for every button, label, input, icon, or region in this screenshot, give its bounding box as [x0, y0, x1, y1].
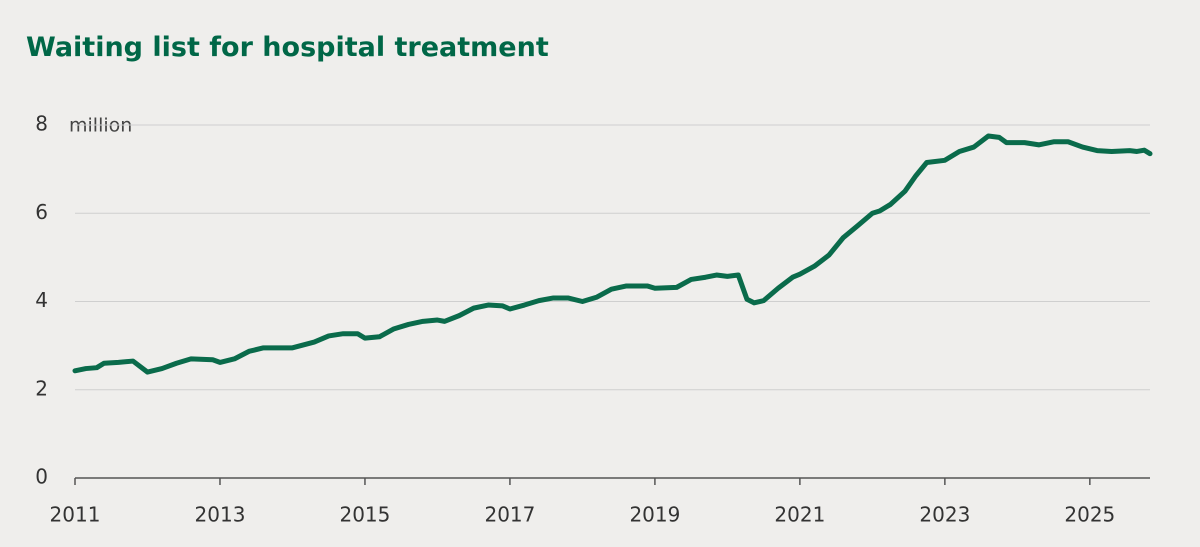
x-tick-label: 2021: [774, 503, 825, 527]
chart-title: Waiting list for hospital treatment: [26, 32, 549, 63]
y-tick-label: 2: [35, 376, 48, 400]
x-tick-label: 2013: [195, 503, 246, 527]
data-line: [72, 133, 1153, 375]
x-tick-label: 2017: [484, 503, 535, 527]
x-tick-label: 2019: [629, 503, 680, 527]
x-tick-label: 2025: [1064, 503, 1115, 527]
y-tick-label: 4: [35, 288, 48, 312]
y-tick-label: 6: [35, 200, 48, 224]
y-tick-label: 8: [35, 112, 48, 136]
y-tick-label: 0: [35, 465, 48, 489]
x-tick-label: 2011: [50, 503, 101, 527]
x-tick-label: 2023: [919, 503, 970, 527]
x-tick-label: 2015: [339, 503, 390, 527]
